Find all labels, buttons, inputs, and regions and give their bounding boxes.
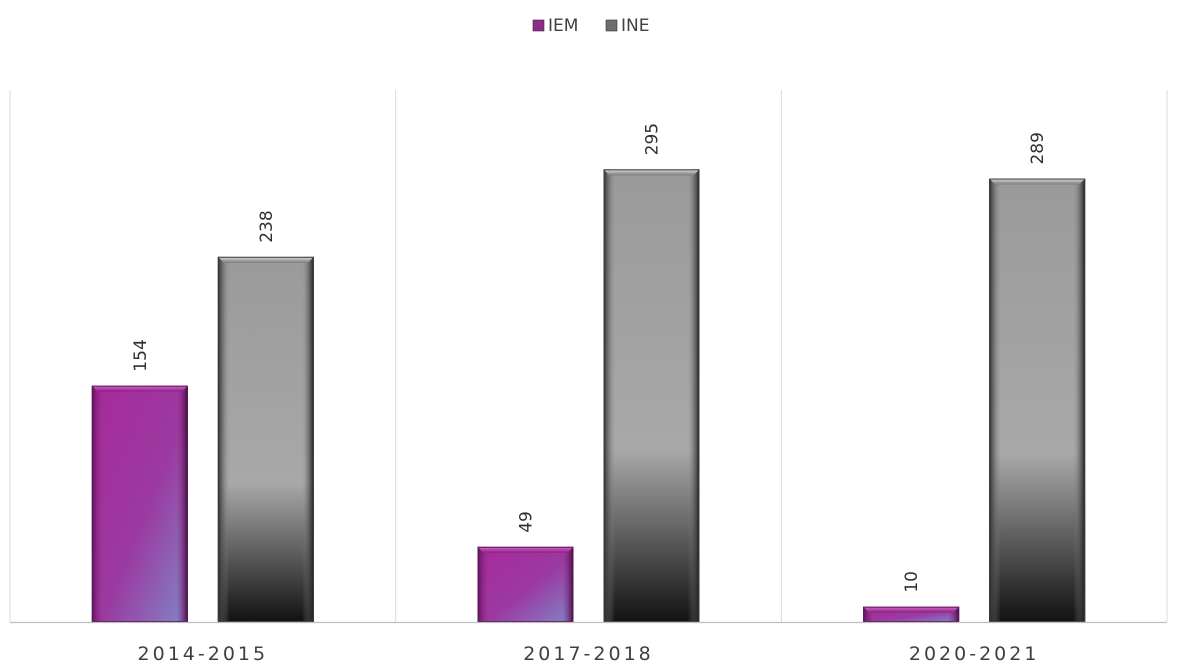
legend-label-iem: IEM: [548, 16, 578, 36]
data-labels: 154 238 49 295 10 289: [131, 123, 1048, 593]
x-axis: 2014-2015 2017-2018 2020-2021: [10, 621, 1167, 665]
bar-ine-2017-2018: [603, 169, 700, 622]
data-label-ine-2014-2015: 238: [257, 210, 277, 242]
x-tick-label: 2014-2015: [138, 643, 269, 665]
bar-iem-2014-2015: [91, 385, 188, 623]
data-label-iem-2020-2021: 10: [902, 571, 922, 593]
legend: IEM INE: [532, 16, 649, 36]
data-label-iem-2017-2018: 49: [517, 511, 537, 533]
legend-label-ine: INE: [621, 16, 649, 36]
legend-swatch-ine: [605, 19, 618, 32]
x-tick-label: 2020-2021: [909, 643, 1040, 665]
bar-iem-2017-2018: [477, 546, 574, 623]
bar-iem-2020-2021: [863, 606, 960, 623]
legend-swatch-iem: [532, 19, 545, 32]
data-label-ine-2017-2018: 295: [643, 123, 663, 155]
data-label-ine-2020-2021: 289: [1028, 132, 1048, 164]
category-dividers: [9, 90, 1168, 622]
data-label-iem-2014-2015: 154: [131, 339, 151, 371]
bar-ine-2020-2021: [989, 178, 1086, 623]
x-tick-label: 2017-2018: [523, 643, 654, 665]
bars: [91, 169, 1086, 623]
bar-ine-2014-2015: [217, 256, 314, 622]
